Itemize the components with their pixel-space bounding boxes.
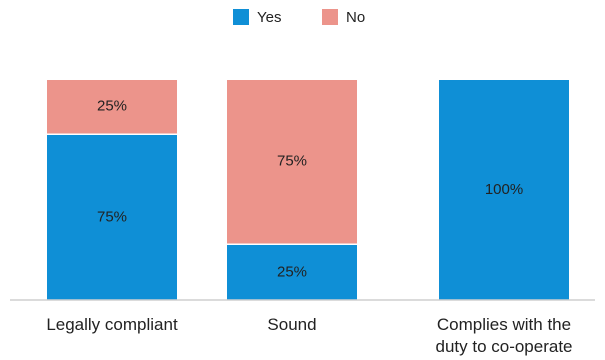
bars: 75% 25% 25% 75% 100% [47,80,569,300]
legend-swatch-yes [233,9,249,25]
category-label-legally-compliant: Legally compliant [46,315,178,334]
x-axis-labels: Legally compliant Sound Complies with the d… [46,315,572,356]
bar-complies-with-the-duty-to-co-operate-yes [439,80,569,300]
legend-swatch-no [322,9,338,25]
bar-legally-compliant-no [47,80,177,134]
data-label-sound-no: 75% [277,153,307,170]
bar-sound-yes [227,245,357,300]
data-label-legally-compliant-no: 25% [97,98,127,115]
category-label-complies-with-the-duty-to-co-operate: Complies with the duty to co-operate [435,315,572,356]
data-label-sound-yes: 25% [277,263,307,280]
legend: Yes No [233,9,365,26]
bar-sound-no [227,80,357,244]
bar-legally-compliant-yes [47,135,177,300]
legend-label-no: No [346,9,365,26]
data-label-complies-with-the-duty-to-co-operate-yes: 100% [485,181,523,198]
category-label-sound: Sound [267,315,316,334]
legend-label-yes: Yes [257,9,281,26]
data-label-legally-compliant-yes: 75% [97,208,127,225]
